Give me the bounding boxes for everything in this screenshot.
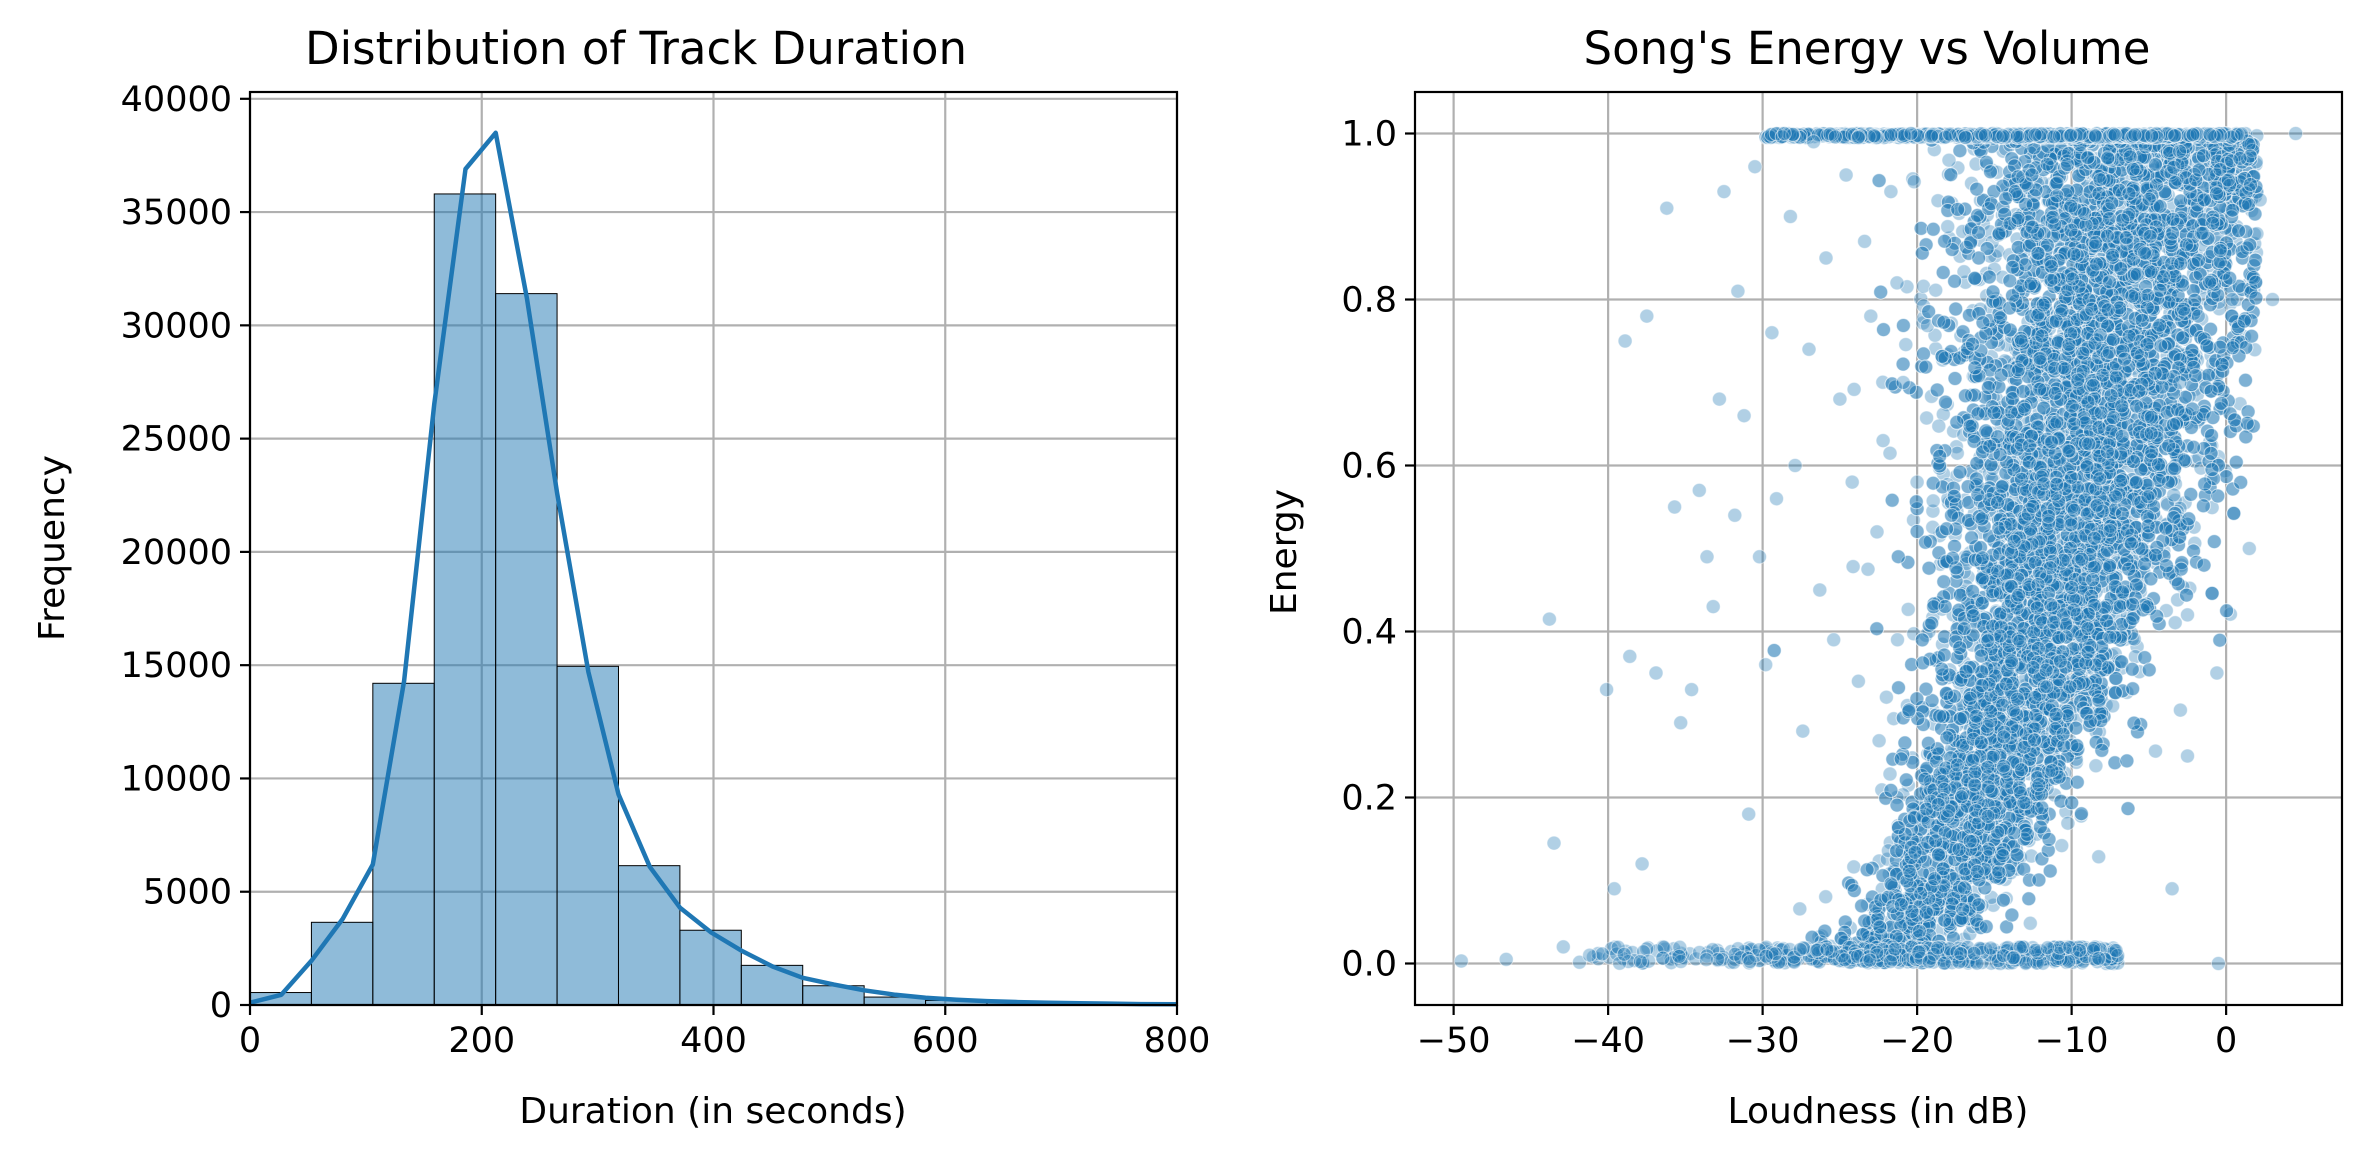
histogram-y-tick-label: 35000	[121, 193, 232, 233]
scatter-point	[1846, 859, 1862, 875]
histogram-y-tick-label: 25000	[121, 420, 232, 460]
scatter-point	[1898, 337, 1914, 353]
histogram-bar	[433, 193, 497, 1006]
scatter-point	[2172, 702, 2188, 718]
scatter-point	[2054, 838, 2070, 854]
scatter-point	[1818, 889, 1834, 905]
scatter-point	[2088, 758, 2104, 774]
histogram-y-tick-label: 20000	[121, 533, 232, 573]
scatter-point	[1941, 152, 1957, 168]
histogram-bar	[495, 293, 558, 1006]
scatter-point	[2167, 615, 2183, 631]
scatter-point	[1949, 445, 1965, 461]
histogram-x-tick-label: 800	[1144, 1021, 1211, 1061]
scatter-title: Song's Energy vs Volume	[1584, 22, 2151, 75]
histogram-kde-line	[249, 130, 1178, 1007]
scatter-point	[2166, 487, 2182, 503]
scatter-point	[1882, 445, 1898, 461]
scatter-points	[1453, 126, 2304, 971]
duration-histogram-chart: Distribution of Track Duration 0 200 400 60…	[32, 22, 1210, 1132]
scatter-point	[2060, 815, 2076, 831]
histogram-bar	[310, 921, 374, 1006]
scatter-point	[1928, 282, 1944, 298]
histogram-x-tick-label: 0	[239, 1021, 261, 1061]
histogram-y-tick-label: 30000	[121, 306, 232, 346]
scatter-point	[1906, 174, 1922, 190]
scatter-point	[1900, 601, 1916, 617]
scatter-point	[2187, 535, 2203, 551]
histogram-y-tick-label: 5000	[143, 873, 232, 913]
scatter-point	[1925, 493, 1941, 509]
scatter-point	[1931, 418, 1947, 434]
scatter-point	[1940, 219, 1956, 235]
histogram-title: Distribution of Track Duration	[305, 22, 967, 75]
histogram-x-tick-label: 200	[448, 1021, 515, 1061]
histogram-y-tick-label: 15000	[121, 646, 232, 686]
scatter-point	[1878, 689, 1894, 705]
histogram-bars	[249, 193, 1178, 1006]
scatter-point	[1939, 397, 1955, 412]
histogram-y-axis-label: Frequency	[32, 455, 73, 641]
histogram-bar	[372, 682, 435, 1006]
energy-loudness-scatter-chart: Song's Energy vs Volume −50 −40 −30 −20 −10 0…	[1264, 22, 2344, 1132]
scatter-point	[2022, 915, 2038, 931]
scatter-point	[1845, 559, 1861, 575]
histogram-y-tick-label: 10000	[121, 759, 232, 799]
scatter-point	[1846, 381, 1862, 397]
histogram-ticks: 0 200 400 600 800 0 5000 10000 15000 20000 25000 30…	[121, 80, 1211, 1061]
scatter-point	[1890, 632, 1905, 648]
histogram-y-tick-label: 0	[210, 986, 232, 1026]
scatter-point	[1882, 766, 1898, 782]
histogram-bar	[556, 665, 619, 1006]
histogram-y-tick-label: 40000	[121, 80, 232, 120]
histogram-x-tick-label: 600	[912, 1021, 979, 1061]
histogram-x-tick-label: 400	[680, 1021, 747, 1061]
histogram-bar	[679, 929, 742, 1006]
scatter-point	[1871, 733, 1887, 749]
histogram-x-axis-label: Duration (in seconds)	[519, 1091, 906, 1132]
scatter-point	[2148, 743, 2163, 759]
histogram-bar	[617, 865, 681, 1006]
histogram-bar	[740, 964, 804, 1006]
scatter-point	[2091, 849, 2107, 865]
scatter-point	[1919, 410, 1935, 426]
scatter-point	[1792, 901, 1808, 917]
scatter-point	[1860, 561, 1876, 577]
